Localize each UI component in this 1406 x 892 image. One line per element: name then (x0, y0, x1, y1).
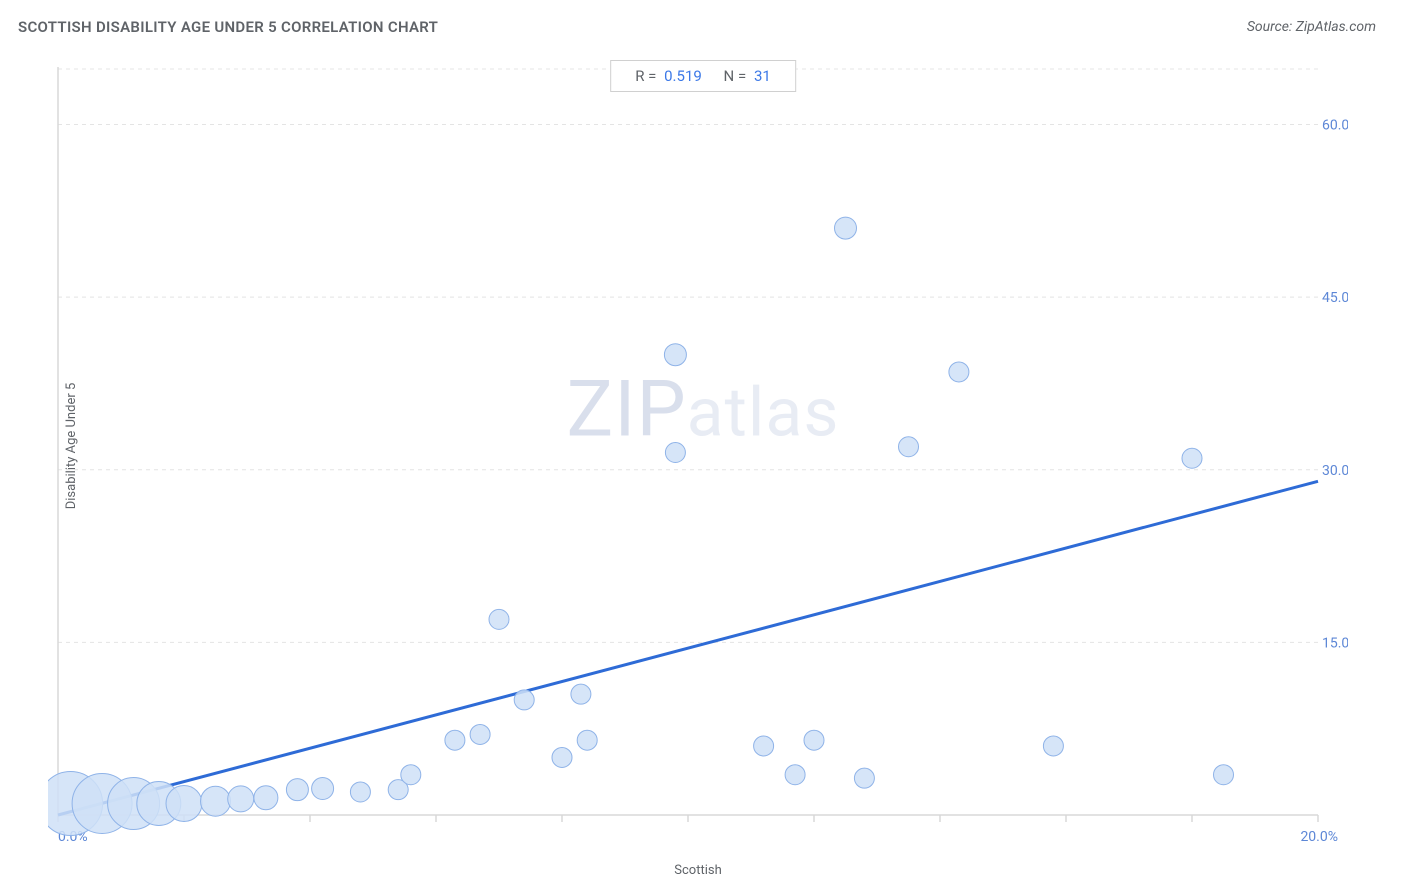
x-axis-label: Scottish (674, 863, 721, 878)
svg-text:60.0%: 60.0% (1322, 118, 1348, 134)
n-value: 31 (754, 67, 771, 85)
r-label: R = (635, 67, 656, 85)
header: SCOTTISH DISABILITY AGE UNDER 5 CORRELAT… (0, 0, 1406, 46)
svg-text:30.0%: 30.0% (1322, 463, 1348, 479)
r-value: 0.519 (664, 67, 702, 85)
scatter-chart: 15.0%30.0%45.0%60.0%0.0%20.0% (48, 55, 1348, 855)
source-attribution: Source: ZipAtlas.com (1247, 19, 1376, 35)
svg-text:15.0%: 15.0% (1322, 635, 1348, 651)
correlation-stats-box: R = 0.519 N = 31 (610, 60, 796, 92)
n-label: N = (724, 67, 747, 85)
svg-text:20.0%: 20.0% (1300, 829, 1338, 845)
svg-text:45.0%: 45.0% (1322, 290, 1348, 306)
chart-title: SCOTTISH DISABILITY AGE UNDER 5 CORRELAT… (18, 18, 438, 36)
